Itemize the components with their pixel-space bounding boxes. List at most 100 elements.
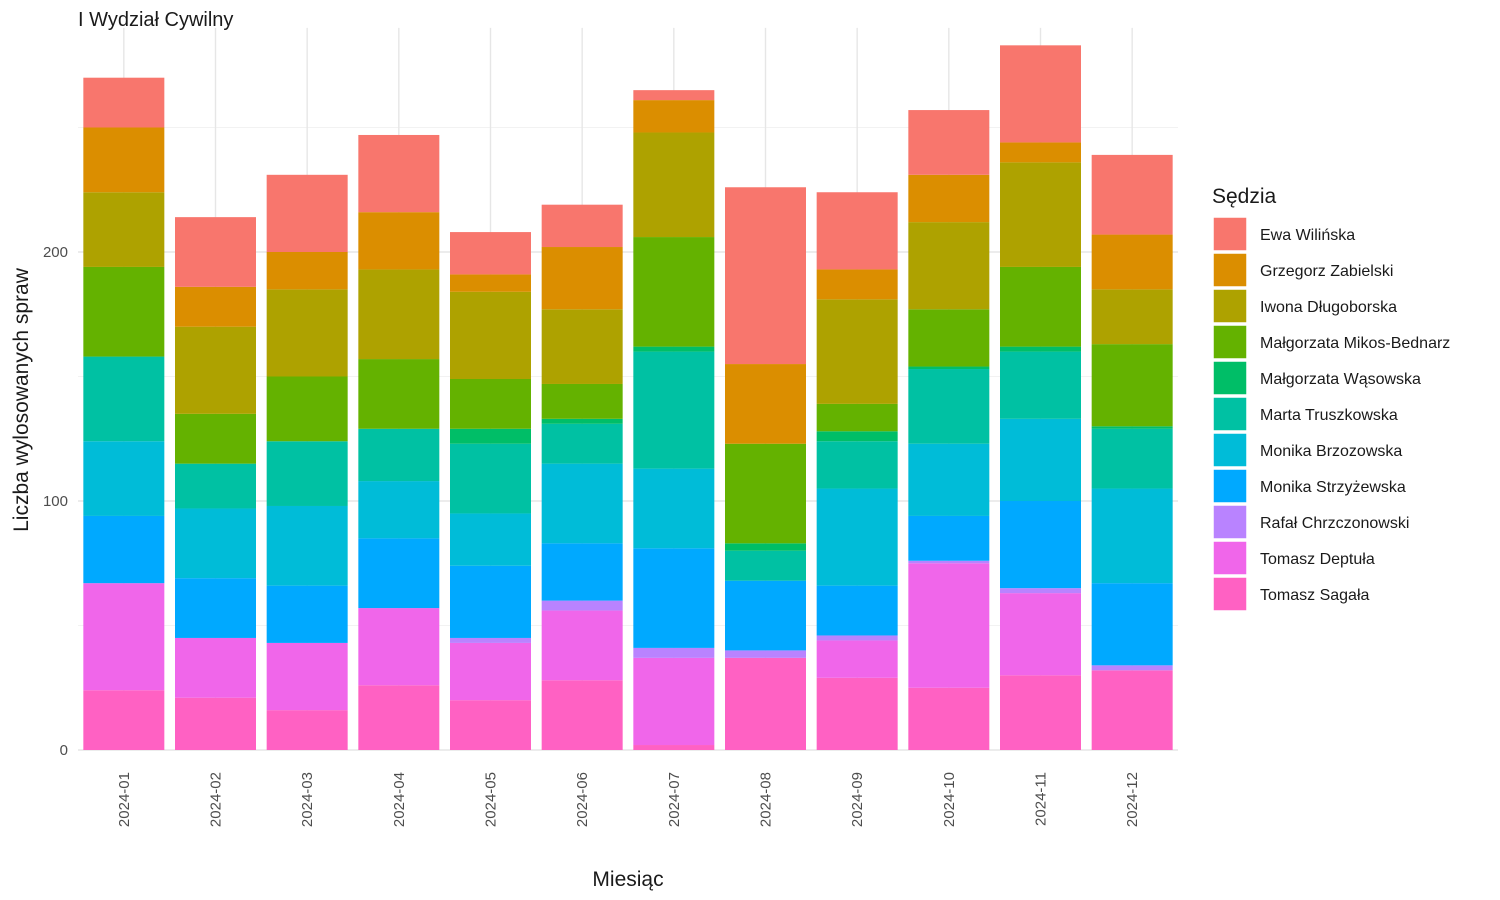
y-tick-label: 0 [60, 742, 68, 759]
bar-segment [175, 217, 256, 287]
bar-segment [725, 650, 806, 658]
x-tick-label: 2024-04 [391, 772, 408, 827]
bar-segment [633, 346, 715, 352]
bar-segment [266, 585, 348, 643]
legend-swatch [1212, 432, 1248, 468]
bar-segment [633, 745, 715, 750]
bar-segment [1091, 488, 1173, 584]
bar-segment [1000, 675, 1081, 750]
bar-segment [358, 685, 440, 750]
bar-segment [358, 428, 440, 482]
x-tick-label: 2024-06 [574, 772, 591, 827]
bar-segment [725, 657, 806, 750]
bar-segment [1091, 665, 1173, 671]
x-tick-label: 2024-12 [1124, 772, 1141, 827]
legend-swatch [1212, 396, 1248, 432]
bar-segment [1091, 428, 1173, 489]
bar-segment [266, 441, 348, 506]
legend-label: Małgorzata Wąsowska [1260, 371, 1421, 388]
bar-segment [541, 463, 623, 544]
y-axis-ticks: 0 100 200 [43, 244, 68, 759]
bar-segment [541, 423, 623, 464]
bar-segment [816, 635, 898, 641]
bar-segment [908, 687, 990, 750]
legend-label: Małgorzata Mikos-Bednarz [1260, 335, 1450, 352]
legend-label: Grzegorz Zabielski [1260, 263, 1393, 280]
bar-segment [83, 515, 165, 584]
bar-segment [450, 513, 531, 566]
bar-segment [725, 543, 806, 551]
bar-segment [908, 222, 990, 310]
bar-segment [816, 677, 898, 750]
chart-title: I Wydział Cywilny [78, 9, 233, 31]
bar-segment [816, 299, 898, 404]
legend-swatch [1212, 576, 1248, 612]
bar-segment [908, 563, 990, 688]
bar-segment [908, 366, 990, 370]
bar-segment [83, 266, 165, 357]
bar-segment [1000, 588, 1081, 594]
bar-segment [908, 515, 990, 561]
bar-segment [358, 134, 440, 213]
y-tick-label: 100 [43, 493, 68, 510]
bar-segment [633, 351, 715, 469]
legend-swatch [1212, 540, 1248, 576]
bar-segment [450, 637, 531, 643]
bar-segment [450, 565, 531, 638]
bar-segment [266, 710, 348, 750]
bar-segment [83, 77, 165, 128]
bar-segment [175, 413, 256, 464]
x-tick-label: 2024-10 [941, 772, 958, 827]
bar-segment [175, 697, 256, 750]
x-tick-label: 2024-02 [208, 772, 225, 827]
bar-segment [450, 232, 531, 275]
bar-segment [1091, 234, 1173, 290]
bar-segment [816, 431, 898, 442]
bar-segment [908, 174, 990, 223]
bar-segment [908, 309, 990, 367]
legend-swatch [1212, 324, 1248, 360]
bar-segment [266, 505, 348, 586]
bar-segment [1000, 266, 1081, 347]
bar-segment [175, 508, 256, 579]
bar-segment [633, 468, 715, 549]
bar-segment [1091, 670, 1173, 750]
bar-segment [541, 383, 623, 419]
legend-swatch [1212, 216, 1248, 252]
bar-segment [83, 127, 165, 193]
bar-segment [1000, 501, 1081, 589]
bar-segment [633, 657, 715, 746]
bar-segment [908, 560, 990, 564]
x-tick-label: 2024-01 [116, 772, 133, 827]
x-tick-label: 2024-07 [666, 772, 683, 827]
bar-segment [1000, 45, 1081, 143]
legend-label: Tomasz Deptuła [1260, 551, 1375, 568]
bar-segment [725, 550, 806, 581]
legend-title: Sędzia [1212, 185, 1277, 208]
bar-segment [1091, 289, 1173, 345]
bar-segment [175, 326, 256, 414]
bar-segment [908, 110, 990, 175]
bar-segment [541, 309, 623, 384]
bar-segment [450, 700, 531, 750]
bar-segment [908, 443, 990, 516]
bar-segment [816, 640, 898, 678]
bar-segment [266, 376, 348, 442]
bar-segment [1091, 583, 1173, 666]
x-tick-label: 2024-11 [1033, 772, 1050, 826]
legend-swatch [1212, 504, 1248, 540]
bar-segment [266, 174, 348, 252]
bar-segment [1000, 418, 1081, 501]
legend-label: Ewa Wilińska [1260, 227, 1355, 244]
bar-segment [83, 356, 165, 442]
bar-segment [358, 359, 440, 429]
bar-segment [1000, 142, 1081, 163]
bar-segment [1000, 346, 1081, 352]
x-tick-label: 2024-08 [758, 772, 775, 827]
legend-swatch [1212, 288, 1248, 324]
bar-segment [450, 291, 531, 379]
bar-segment [1000, 593, 1081, 676]
bar-segment [266, 289, 348, 377]
bar-segment [175, 578, 256, 638]
